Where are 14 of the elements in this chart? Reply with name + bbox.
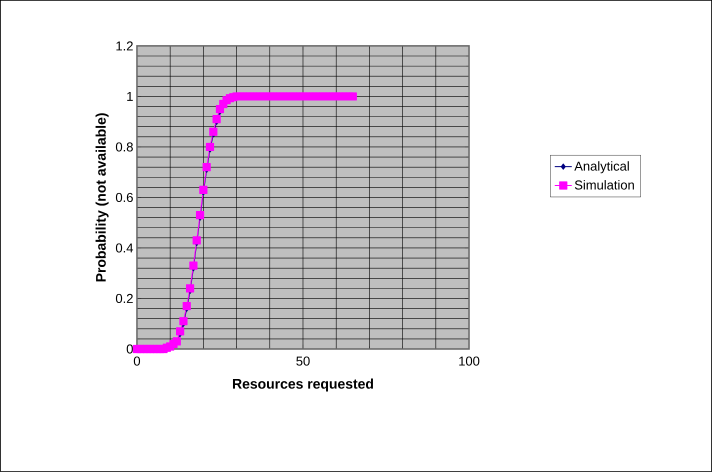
- y-tick-label: 0.8: [116, 142, 133, 152]
- x-tick-label: 0: [134, 356, 140, 366]
- legend-label: Analytical: [574, 161, 629, 174]
- y-tick-label: 1: [127, 92, 133, 101]
- x-axis-title: Resources requested: [232, 378, 373, 392]
- x-tick-label: 50: [296, 356, 310, 366]
- x-tick-label: 100: [459, 356, 480, 366]
- y-tick-label: 0.6: [116, 192, 133, 202]
- legend-label: Simulation: [574, 180, 634, 190]
- y-tick-label: 0.4: [116, 243, 134, 253]
- y-tick-label: 0: [126, 344, 133, 354]
- y-tick-label: 1.2: [116, 41, 133, 50]
- y-axis-title: Probability (not available): [96, 113, 109, 282]
- y-tick-label: 0.2: [116, 294, 133, 304]
